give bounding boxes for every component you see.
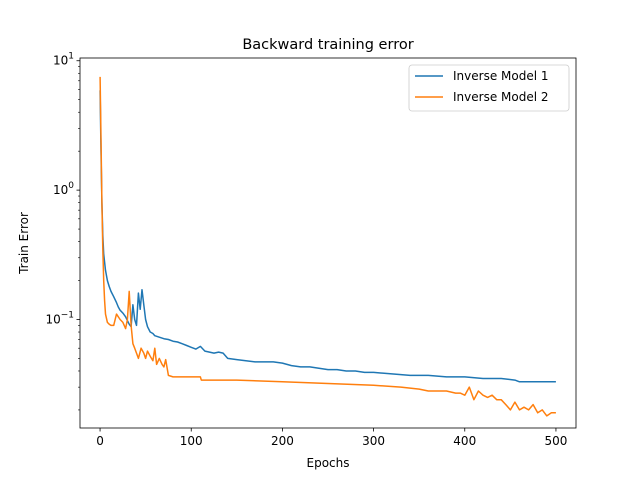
- x-tick-label: 500: [544, 434, 567, 448]
- legend-box: [408, 64, 570, 112]
- y-tick-base: 10: [53, 54, 68, 68]
- legend: Inverse Model 1 Inverse Model 2: [408, 64, 570, 112]
- series-line-2: [99, 76, 556, 417]
- y-axis-label: Train Error: [17, 212, 31, 275]
- legend-label: Inverse Model 1: [453, 69, 549, 83]
- y-tick-exponent: −1: [61, 310, 74, 320]
- plot-frame: [79, 57, 577, 429]
- y-tick-exponent: 0: [68, 181, 74, 191]
- series-lines: [99, 76, 556, 417]
- y-tick-label: 101: [53, 52, 74, 68]
- series-line-1: [99, 90, 556, 383]
- legend-label: Inverse Model 2: [453, 90, 549, 104]
- x-tick-label: 200: [271, 434, 294, 448]
- x-tick-label: 0: [96, 434, 104, 448]
- x-axis: 0 100 200 300 400 500: [96, 428, 567, 448]
- y-tick-base: 10: [53, 183, 68, 197]
- x-axis-label: Epochs: [307, 456, 350, 470]
- x-tick-label: 300: [362, 434, 385, 448]
- chart-title: Backward training error: [242, 37, 413, 53]
- y-tick-label: 10−1: [45, 310, 74, 326]
- y-tick-exponent: 1: [68, 52, 74, 62]
- y-tick-base: 10: [45, 312, 60, 326]
- x-tick-label: 100: [180, 434, 203, 448]
- x-tick-label: 400: [453, 434, 476, 448]
- y-tick-label: 100: [53, 181, 74, 197]
